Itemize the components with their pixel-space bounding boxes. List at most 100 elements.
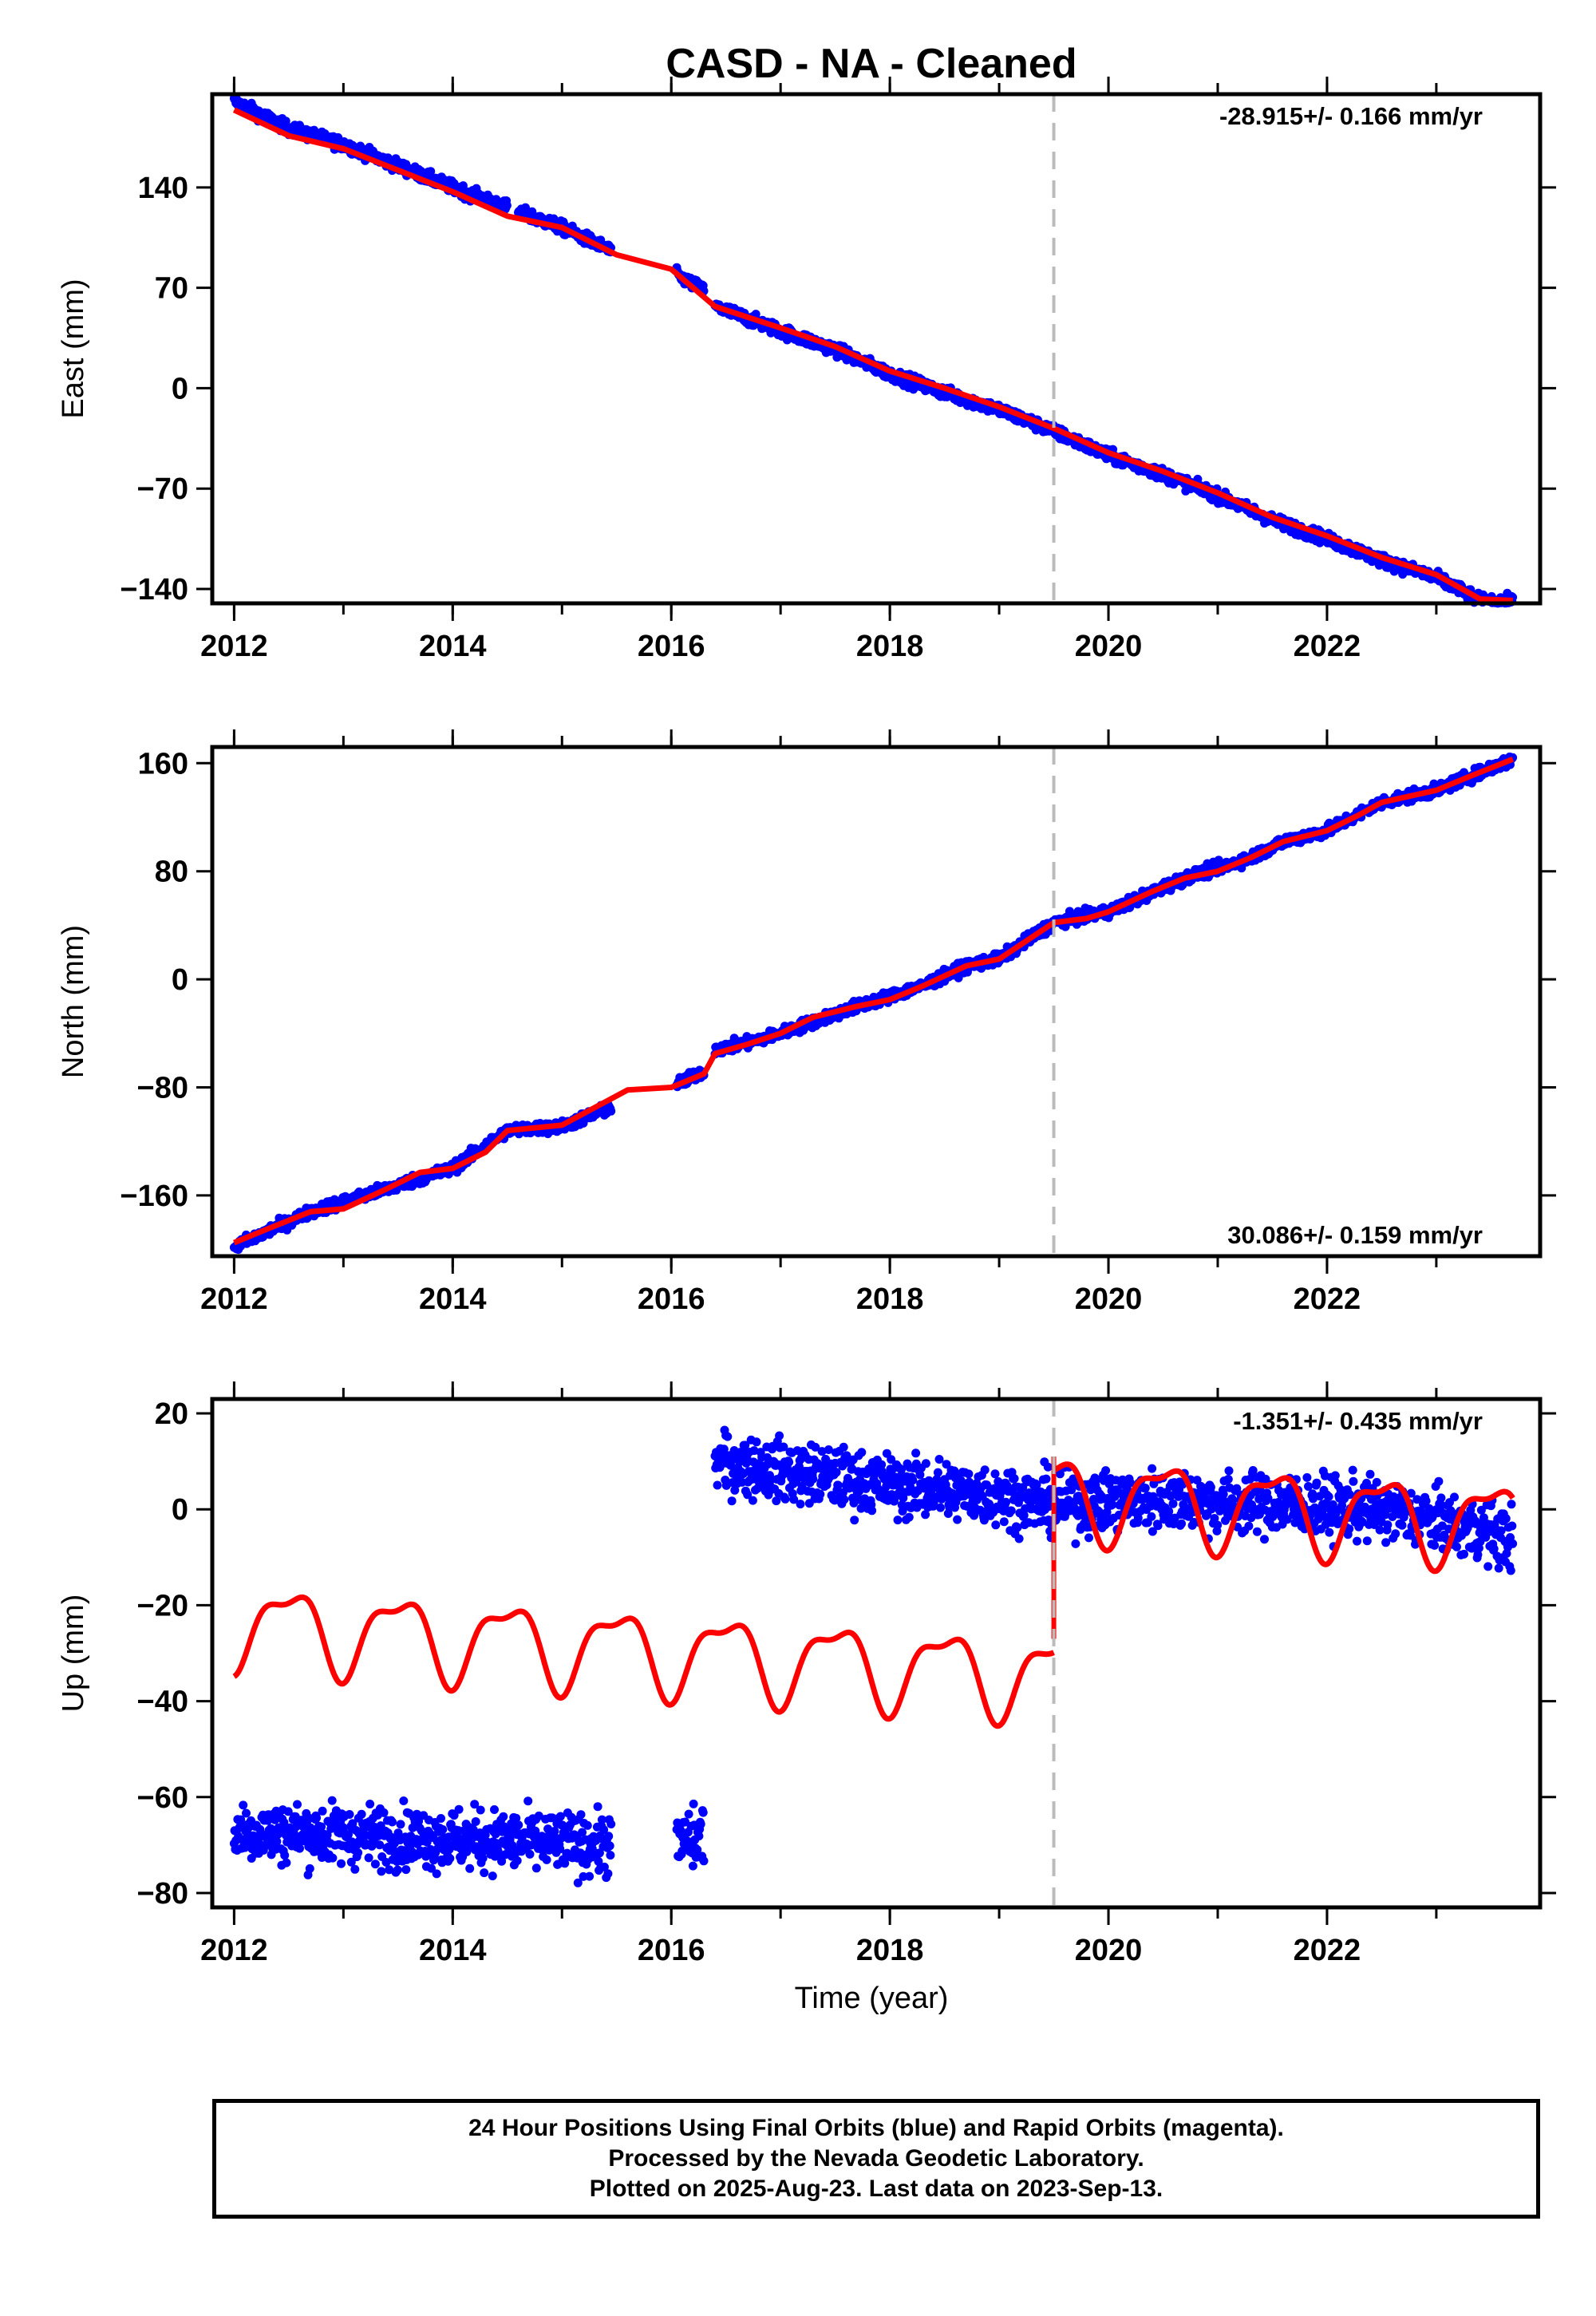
y-tick-label: 0 xyxy=(172,963,188,997)
data-point xyxy=(312,1813,322,1823)
data-point xyxy=(465,1863,475,1873)
data-point xyxy=(784,1457,794,1467)
data-point xyxy=(454,1804,464,1814)
data-point xyxy=(293,1800,302,1809)
data-point xyxy=(350,1864,360,1874)
data-point xyxy=(606,1106,616,1116)
data-point xyxy=(365,1800,375,1808)
x-tick-label: 2012 xyxy=(200,630,268,663)
data-point xyxy=(295,1844,304,1853)
rate-annotation: -28.915+/- 0.166 mm/yr xyxy=(1219,102,1483,130)
data-point xyxy=(354,1848,363,1857)
model-line xyxy=(233,756,1515,1246)
model-curve xyxy=(232,107,1513,603)
data-point xyxy=(525,1849,535,1859)
x-tick-label: 2014 xyxy=(419,1282,487,1316)
data-point xyxy=(606,1851,615,1860)
x-tick-label: 2020 xyxy=(1075,630,1143,663)
data-point xyxy=(688,1861,697,1871)
data-point xyxy=(328,1853,338,1863)
data-point xyxy=(521,203,530,212)
data-point xyxy=(327,1796,337,1805)
data-point xyxy=(337,1859,346,1868)
up-panel: 2012 2014 2016 2018 2020 2022−80−60−40−20020U… xyxy=(57,1381,1556,1967)
model-curve xyxy=(233,756,1515,1246)
y-tick-label: −160 xyxy=(120,1180,188,1213)
data-points xyxy=(229,93,1518,608)
data-point xyxy=(542,1855,551,1864)
data-point xyxy=(280,1851,290,1860)
data-point xyxy=(399,1796,409,1805)
y-axis-title: East (mm) xyxy=(57,279,90,418)
x-tick-label: 2018 xyxy=(856,1282,924,1316)
data-point xyxy=(345,1810,354,1819)
data-point xyxy=(377,1867,386,1876)
data-point xyxy=(723,1432,733,1441)
data-point xyxy=(512,1856,522,1865)
data-point xyxy=(699,1856,709,1866)
data-point xyxy=(480,1868,489,1878)
data-point xyxy=(604,1832,614,1841)
data-point xyxy=(471,1817,480,1826)
data-point xyxy=(401,1865,411,1875)
data-point xyxy=(357,1809,366,1819)
data-point xyxy=(796,1500,805,1509)
y-tick-label: 70 xyxy=(155,272,188,306)
data-point xyxy=(305,1863,314,1873)
y-tick-label: 0 xyxy=(172,372,188,405)
data-point xyxy=(689,1799,698,1808)
data-point xyxy=(713,1480,722,1490)
data-point xyxy=(696,1820,705,1829)
data-point xyxy=(396,1820,405,1829)
x-tick-label: 2018 xyxy=(856,630,924,663)
data-point xyxy=(318,1806,327,1816)
data-point xyxy=(437,1814,445,1823)
data-point xyxy=(438,1825,448,1834)
east-panel: 2012 2014 2016 2018 2020 2022−140−70070140Eas… xyxy=(57,77,1556,663)
north-panel: 2012 2014 2016 2018 2020 2022−160−80080160Nor… xyxy=(57,729,1556,1316)
data-point xyxy=(488,1871,497,1881)
data-point xyxy=(593,1802,602,1812)
data-point xyxy=(603,1869,613,1879)
data-point xyxy=(816,1489,825,1499)
model-line xyxy=(232,107,1513,603)
data-point xyxy=(370,1860,380,1869)
data-point xyxy=(499,1812,508,1821)
x-tick-label: 2022 xyxy=(1294,630,1361,663)
data-point xyxy=(605,1841,614,1851)
y-tick-label: −70 xyxy=(137,472,188,506)
data-point xyxy=(239,1800,248,1810)
y-tick-label: 160 xyxy=(138,747,188,781)
x-tick-label: 2014 xyxy=(419,630,487,663)
x-axis: 2012 2014 2016 2018 2020 2022 xyxy=(200,77,1438,663)
y-tick-label: −140 xyxy=(120,573,188,607)
data-points xyxy=(229,1425,1518,1887)
data-point xyxy=(833,1480,843,1490)
data-point xyxy=(752,1437,761,1447)
data-point xyxy=(808,1474,818,1484)
data-point xyxy=(775,1431,784,1441)
data-point xyxy=(379,1808,389,1817)
plot-frame xyxy=(210,92,1543,606)
data-point xyxy=(698,1808,708,1817)
data-point xyxy=(748,1496,757,1505)
y-tick-label: 80 xyxy=(155,856,188,889)
y-tick-label: −80 xyxy=(137,1071,188,1105)
rate-annotation: 30.086+/- 0.159 mm/yr xyxy=(1227,1221,1483,1249)
data-point xyxy=(242,1808,251,1818)
data-point xyxy=(476,1805,485,1815)
data-point xyxy=(282,1858,291,1867)
x-tick-label: 2016 xyxy=(638,630,705,663)
data-point xyxy=(502,200,512,210)
x-tick-label: 2022 xyxy=(1294,1282,1361,1316)
data-point xyxy=(606,1820,616,1829)
x-tick-label: 2012 xyxy=(200,1282,268,1316)
data-point xyxy=(583,1820,592,1830)
data-point xyxy=(585,1871,595,1881)
data-point xyxy=(445,1854,455,1863)
data-point xyxy=(684,1809,693,1819)
data-point xyxy=(432,1869,441,1879)
figure-title: CASD - NA - Cleaned xyxy=(666,41,1077,87)
